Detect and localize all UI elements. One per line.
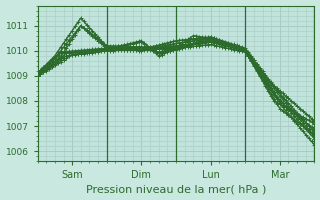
X-axis label: Pression niveau de la mer( hPa ): Pression niveau de la mer( hPa ) <box>86 184 266 194</box>
